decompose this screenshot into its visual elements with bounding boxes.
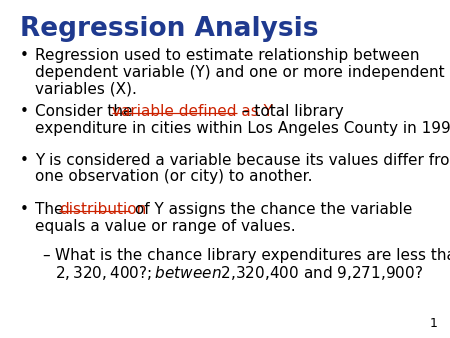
- Text: What is the chance library expenditures are less than: What is the chance library expenditures …: [55, 248, 450, 263]
- Text: 1: 1: [430, 317, 438, 330]
- Text: variables (X).: variables (X).: [35, 81, 137, 96]
- Text: –: –: [42, 248, 50, 263]
- Text: – total library: – total library: [237, 104, 344, 119]
- Text: Consider the: Consider the: [35, 104, 137, 119]
- Text: Regression Analysis: Regression Analysis: [20, 16, 319, 42]
- Text: •: •: [20, 202, 29, 217]
- Text: one observation (or city) to another.: one observation (or city) to another.: [35, 169, 312, 185]
- Text: $2,320,400?;  between $2,320,400 and 9,271,900?: $2,320,400?; between $2,320,400 and 9,27…: [55, 265, 423, 283]
- Text: Regression used to estimate relationship between: Regression used to estimate relationship…: [35, 48, 419, 63]
- Text: The: The: [35, 202, 68, 217]
- Text: distribution: distribution: [59, 202, 146, 217]
- Text: variable defined as Y: variable defined as Y: [112, 104, 273, 119]
- Text: of Y assigns the chance the variable: of Y assigns the chance the variable: [130, 202, 413, 217]
- Text: equals a value or range of values.: equals a value or range of values.: [35, 218, 296, 234]
- Text: •: •: [20, 104, 29, 119]
- Text: dependent variable (Y) and one or more independent: dependent variable (Y) and one or more i…: [35, 65, 445, 79]
- Text: •: •: [20, 48, 29, 63]
- Text: Y is considered a variable because its values differ from: Y is considered a variable because its v…: [35, 153, 450, 168]
- Text: •: •: [20, 153, 29, 168]
- Text: expenditure in cities within Los Angeles County in 1999.: expenditure in cities within Los Angeles…: [35, 121, 450, 136]
